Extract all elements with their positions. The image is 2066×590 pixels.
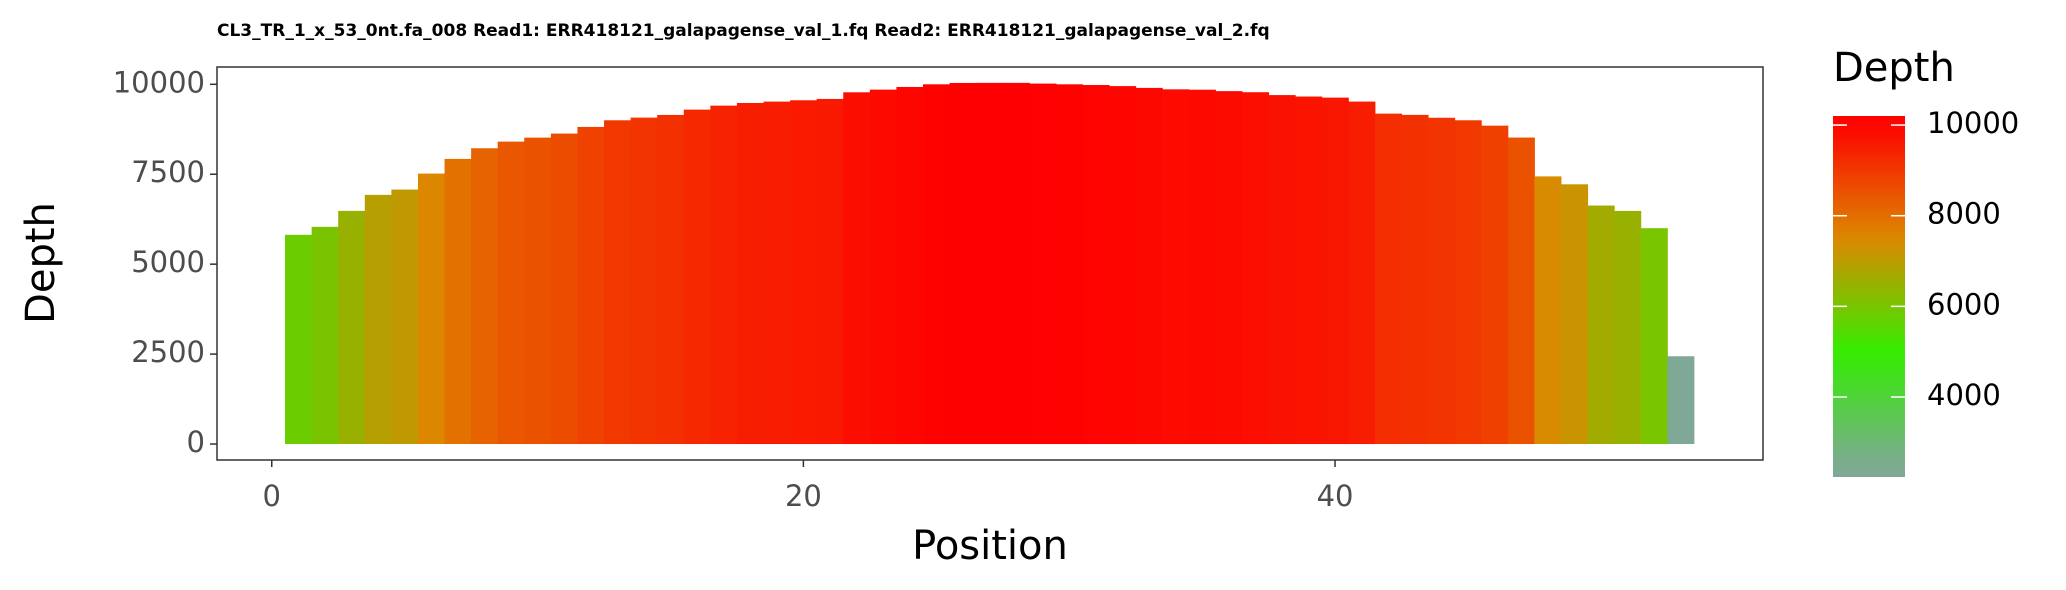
bar [1667,356,1695,445]
bar [444,158,472,445]
bar [1321,97,1349,445]
y-tick-label: 7500 [131,155,205,189]
bar [1534,176,1562,445]
bar [285,234,313,445]
bar [1401,114,1429,445]
y-tick-label: 5000 [131,245,205,279]
bar [391,189,419,445]
bar [630,117,658,445]
colorbar-tick-label: 4000 [1927,378,2001,412]
bar [736,102,765,445]
bar [1560,184,1589,445]
bar [790,100,818,445]
y-axis-title: Depth [18,202,64,324]
bar [1481,125,1509,445]
bar [1188,89,1216,445]
bar [1109,86,1137,445]
bar [896,86,924,445]
bar [417,173,446,445]
bar [1162,89,1190,445]
bar [550,133,578,445]
colorbar [1833,116,1905,477]
bar [1640,228,1668,445]
colorbar-tick-label: 8000 [1927,197,2001,231]
bar [1268,95,1296,445]
bar [657,114,685,445]
bar [1002,82,1030,445]
colorbar-tick-label: 6000 [1927,287,2001,321]
x-tick-label: 20 [785,479,822,513]
bar [364,194,392,445]
bar [471,148,499,445]
bar [524,137,552,445]
bar [1507,137,1535,445]
bar [604,120,632,445]
bar [1241,92,1270,445]
bar [577,126,605,445]
bar [869,89,897,445]
bar [1454,120,1482,445]
bar [949,82,977,445]
bar [1614,210,1642,445]
bar [816,98,844,445]
bar [311,226,339,445]
bar [1348,101,1376,445]
y-tick-label: 2500 [131,335,205,369]
bar [1295,96,1323,445]
bar [923,84,951,445]
x-tick-label: 0 [263,479,281,513]
x-tick-label: 40 [1317,479,1354,513]
chart-title: CL3_TR_1_x_53_0nt.fa_008 Read1: ERR41812… [217,21,1270,41]
bar [843,92,871,445]
y-tick-label: 0 [187,425,205,459]
bar [710,105,738,445]
x-axis-title: Position [912,523,1068,569]
bar [497,141,525,445]
bar [763,101,791,445]
bar [976,82,1004,445]
bar [1055,84,1084,445]
bar [1029,83,1057,445]
colorbar-tick-label: 10000 [1927,106,2019,140]
bar [683,109,711,445]
bar [1587,205,1615,445]
bar [1428,117,1456,445]
bar [1215,91,1243,445]
bar [1374,113,1402,445]
y-tick-label: 10000 [113,65,205,99]
bar [1082,85,1110,445]
bar [1135,87,1163,445]
bar [338,210,366,445]
legend-title: Depth [1833,45,1955,91]
